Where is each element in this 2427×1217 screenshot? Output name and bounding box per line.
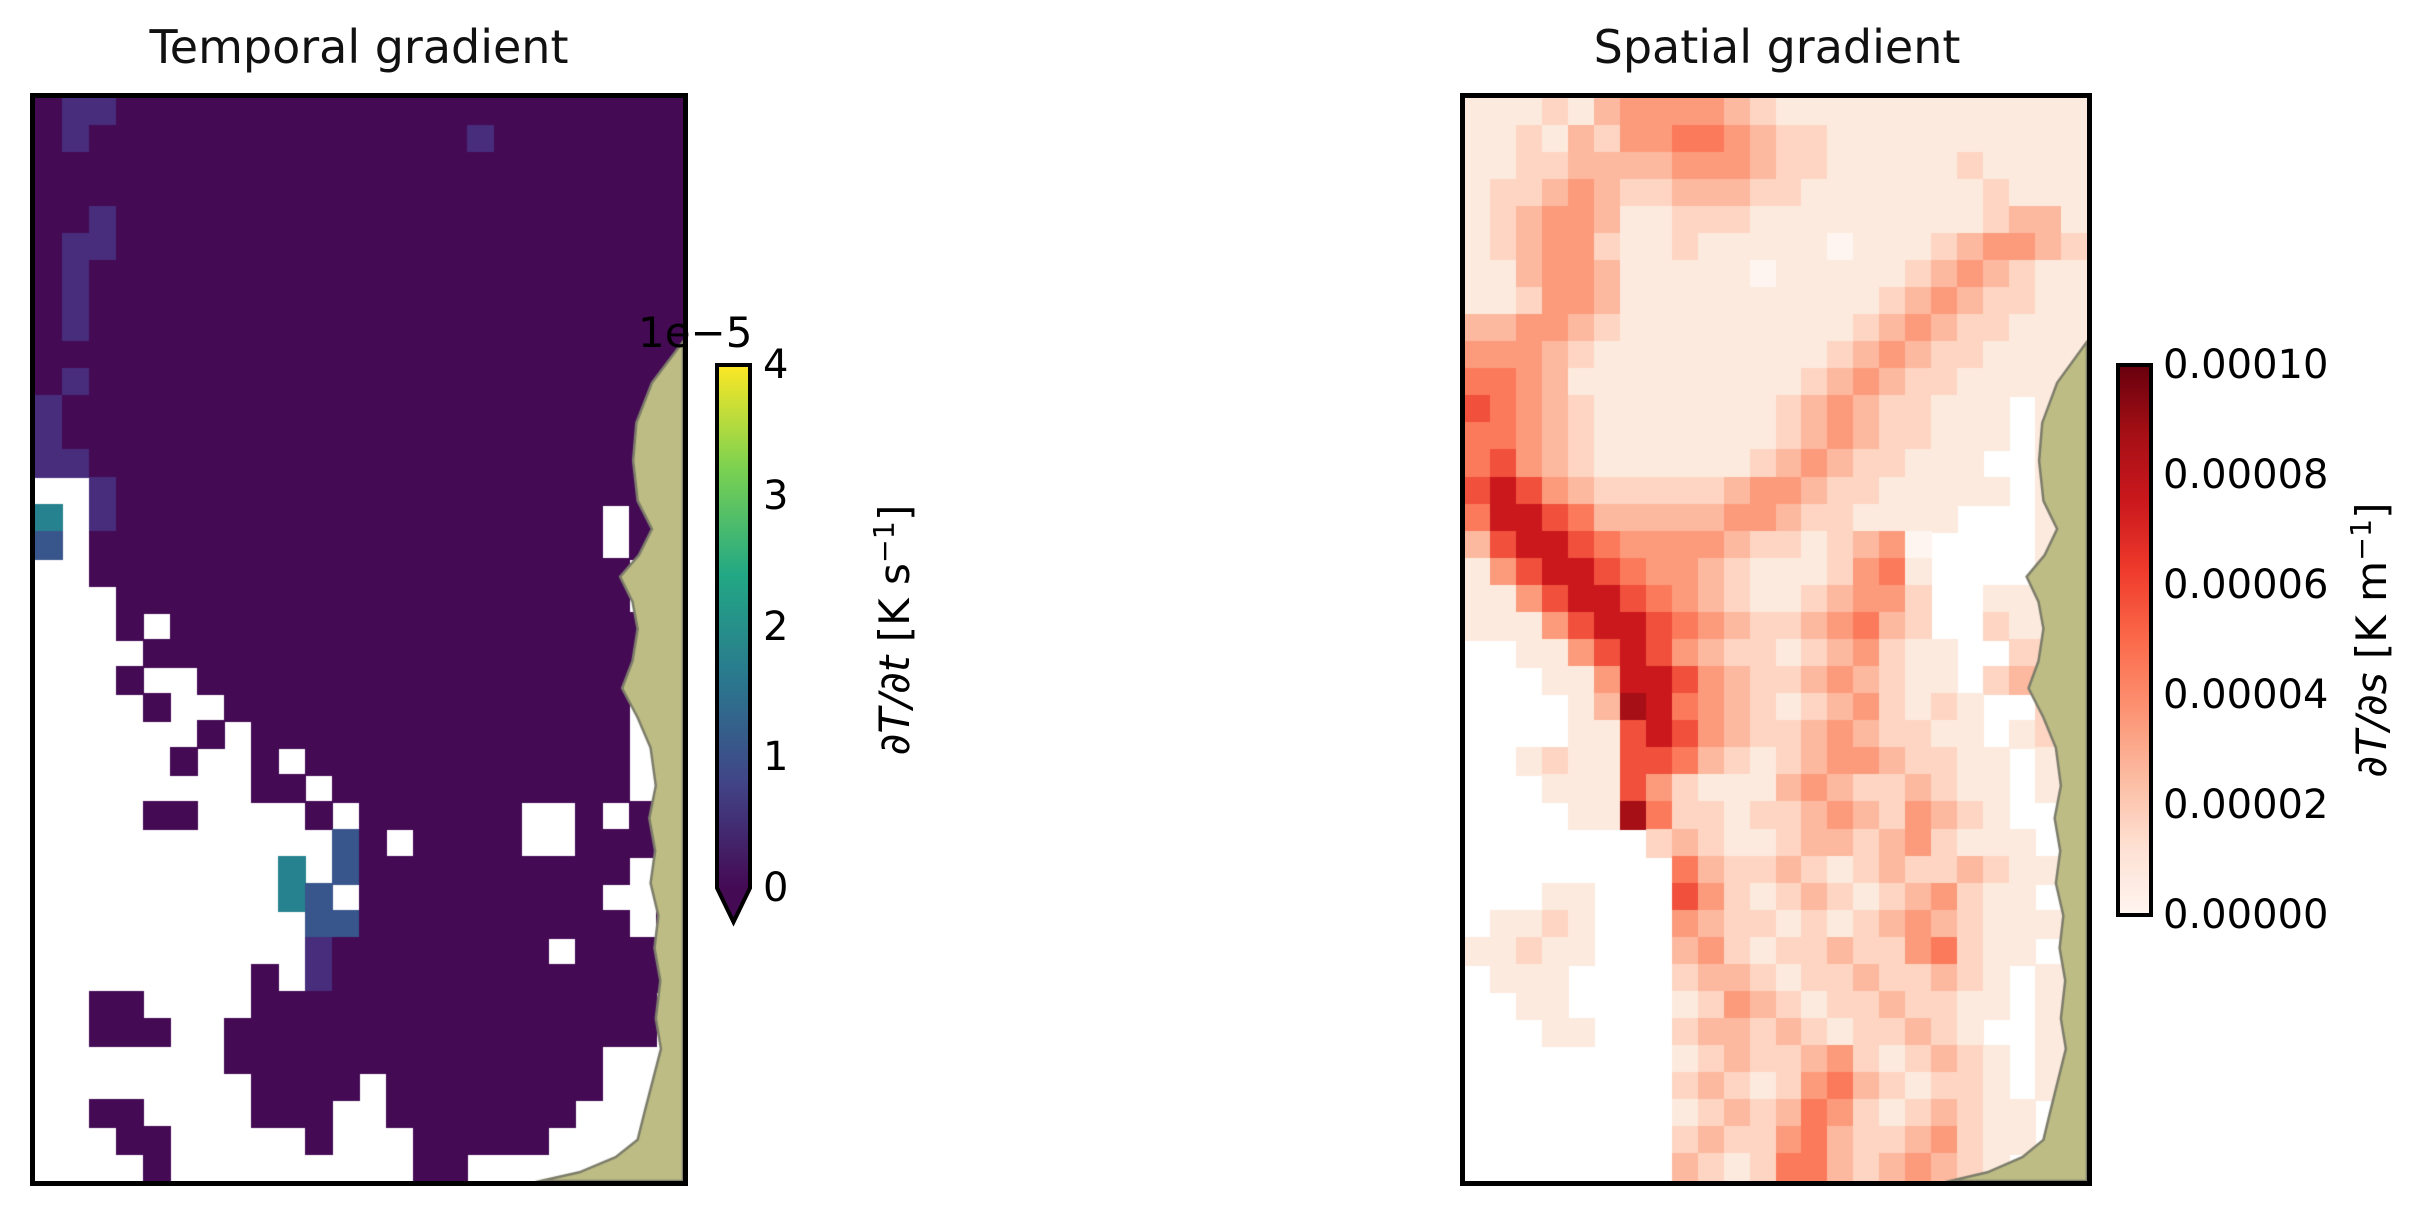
spatial-colorbar-tick-0.00006: 0.00006: [2163, 562, 2329, 608]
temporal-colorbar-label-math: ∂T/∂t: [870, 655, 919, 756]
temporal-colorbar: [715, 363, 752, 927]
temporal-colorbar-tick-0: 0: [763, 865, 789, 911]
temporal-colorbar-tick-1: 1: [763, 734, 789, 781]
spatial-colorbar-label-unit: [K m: [2347, 560, 2396, 673]
temporal-colorbar-offset-label: 1e−5: [638, 308, 753, 357]
temporal-colorbar-tick-4: 4: [763, 342, 789, 388]
spatial-gradient-map: [1460, 93, 2092, 1186]
spatial-colorbar-tick-0.00004: 0.00004: [2163, 672, 2329, 718]
spatial-colorbar-label-close: ]: [2347, 502, 2396, 519]
temporal-colorbar-tick-3: 3: [763, 472, 789, 519]
temporal-colorbar-label-close: ]: [870, 504, 919, 522]
spatial-colorbar-label: ∂T/∂s [K m−1]: [2344, 502, 2396, 778]
spatial-colorbar-label-math: ∂T/∂s: [2347, 672, 2396, 778]
temporal-panel-title: Temporal gradient: [149, 20, 569, 74]
temporal-colorbar-label-unit: [K s: [870, 563, 919, 656]
spatial-colorbar-tick-0.00002: 0.00002: [2163, 782, 2329, 828]
spatial-colorbar-tick-0.00008: 0.00008: [2163, 452, 2329, 498]
temporal-colorbar-label-sup: −1: [867, 521, 901, 564]
spatial-colorbar-label-sup: −1: [2344, 518, 2378, 561]
temporal-gradient-map: [30, 93, 688, 1186]
temporal-colorbar-label: ∂T/∂t [K s−1]: [867, 504, 919, 756]
temporal-heatmap-canvas: [35, 98, 683, 1181]
temporal-colorbar-tick-2: 2: [763, 603, 789, 650]
spatial-colorbar-tick-0.00010: 0.00010: [2163, 342, 2329, 388]
spatial-colorbar: [2116, 363, 2153, 917]
spatial-heatmap-canvas: [1465, 98, 2087, 1181]
spatial-colorbar-tick-0.00000: 0.00000: [2163, 892, 2329, 938]
spatial-panel-title: Spatial gradient: [1593, 20, 1961, 74]
